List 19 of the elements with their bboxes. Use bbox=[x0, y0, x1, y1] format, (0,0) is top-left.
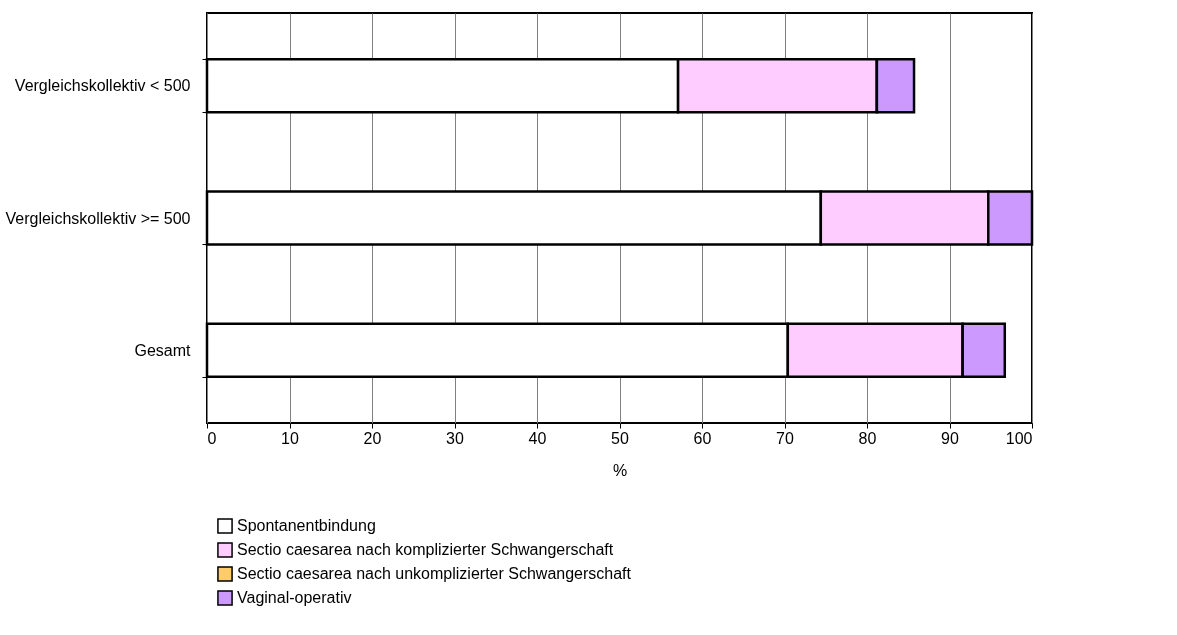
x-tick-label: 30 bbox=[446, 429, 464, 447]
y-tick-label: Gesamt bbox=[134, 341, 192, 359]
y-tick-label: Vergleichskollektiv >= 500 bbox=[5, 209, 191, 227]
y-tick-label: Vergleichskollektiv < 500 bbox=[14, 77, 191, 95]
legend-label: Vaginal-operativ bbox=[237, 589, 352, 606]
legend-label: Sectio caesarea nach unkomplizierter Schwangerschaft bbox=[237, 565, 632, 582]
x-tick-label: 20 bbox=[363, 429, 382, 447]
x-tick-label: 40 bbox=[528, 429, 547, 447]
x-tick-label: 50 bbox=[611, 429, 629, 447]
x-axis-title: % bbox=[612, 461, 628, 479]
legend-label: Spontanentbindung bbox=[237, 517, 376, 534]
x-tick-label: 60 bbox=[693, 429, 712, 447]
legend-label: Sectio caesarea nach komplizierter Schwangerschaft bbox=[237, 541, 614, 558]
x-tick-label: 70 bbox=[776, 429, 794, 447]
x-tick-label: 0 bbox=[207, 429, 217, 447]
x-tick-label: 90 bbox=[941, 429, 959, 447]
x-tick-label: 10 bbox=[281, 429, 299, 447]
x-tick-label: 100 bbox=[1005, 429, 1033, 447]
x-tick-label: 80 bbox=[858, 429, 877, 447]
